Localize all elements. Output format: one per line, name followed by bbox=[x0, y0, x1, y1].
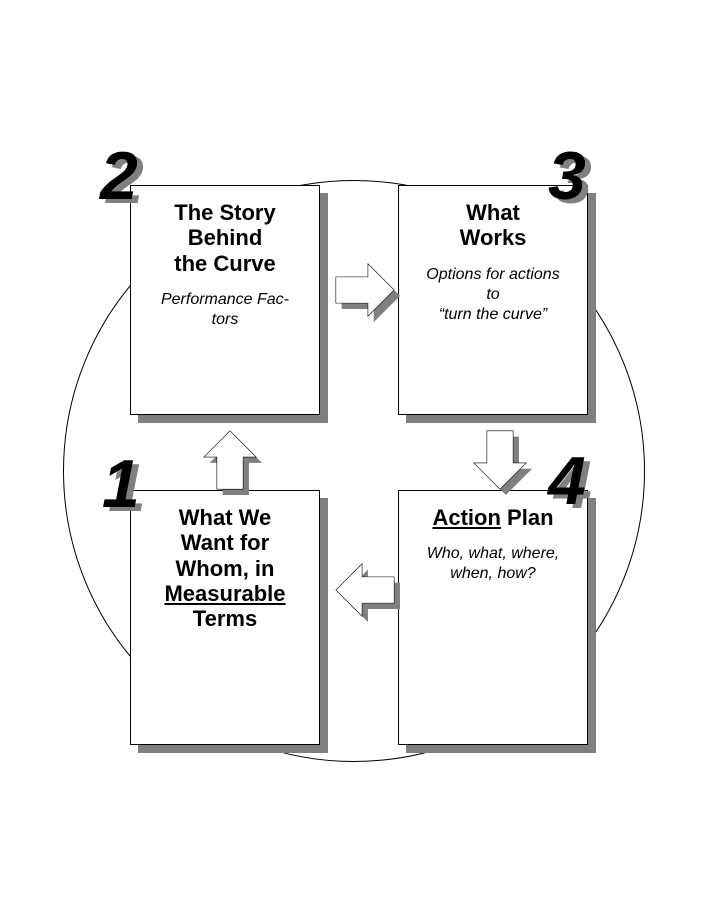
arrow-down-icon bbox=[465, 425, 535, 495]
box-title: Action Plan bbox=[407, 505, 579, 530]
box-subtitle: Who, what, where,when, how? bbox=[407, 544, 579, 584]
arrow-up-icon bbox=[195, 425, 265, 495]
box-body: Action Plan Who, what, where,when, how? bbox=[398, 490, 588, 745]
diagram-stage: The StoryBehindthe Curve Performance Fac… bbox=[0, 0, 701, 908]
arrow-right-icon bbox=[330, 255, 400, 325]
step-box-4: Action Plan Who, what, where,when, how? … bbox=[0, 0, 701, 908]
arrow-left-icon bbox=[330, 555, 400, 625]
